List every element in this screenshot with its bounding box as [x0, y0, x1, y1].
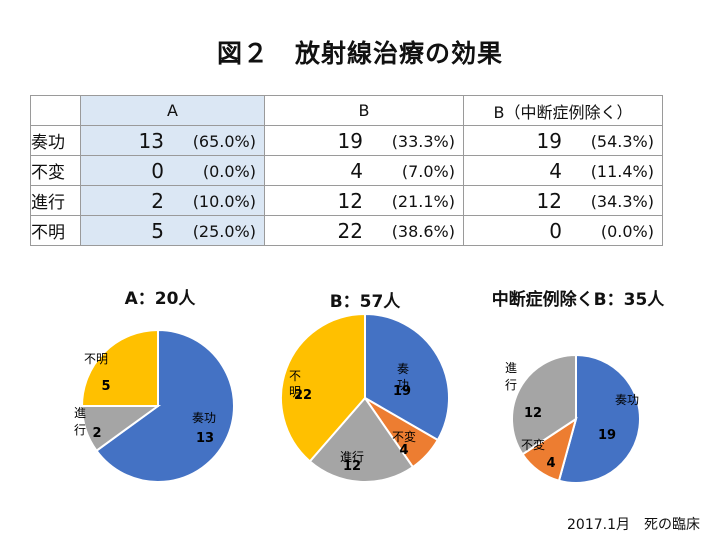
pie-slice-label: 進行	[340, 450, 364, 464]
count: 22	[337, 219, 363, 243]
pie-chart-a: 奏功 13 進行 2 不明 5	[74, 328, 235, 483]
header-corner	[30, 95, 81, 126]
pie-slice-1-2	[308, 396, 415, 483]
percent: (21.1%)	[391, 192, 455, 211]
pie-slice-value: 22	[294, 388, 312, 403]
count: 2	[151, 189, 164, 213]
cell-a: 0 (0.0%)	[80, 155, 265, 186]
pie-slice-label: 進	[505, 361, 517, 375]
cell-b-excl: 0 (0.0%)	[463, 215, 663, 246]
pie-slice-label: 不明	[84, 352, 108, 366]
row-label: 不明	[30, 215, 81, 246]
page-title: 図２ 放射線治療の効果	[216, 39, 503, 68]
count: 19	[536, 129, 562, 153]
pie-slice-label: 進	[74, 406, 86, 420]
cell-b-excl: 4 (11.4%)	[463, 155, 663, 186]
table-row: 不明 5 (25.0%) 22 (38.6%) 0 (0.0%)	[30, 215, 663, 246]
cell-b-excl: 19 (54.3%)	[463, 125, 663, 156]
percent: (38.6%)	[391, 222, 455, 241]
pie-slice-value: 5	[101, 379, 110, 394]
pie-slice-value: 2	[92, 426, 101, 441]
pie-slice-label: 行	[74, 423, 86, 437]
pie-chart-b-excl: 奏功 19 不変4 進行 12	[505, 353, 641, 484]
percent: (65.0%)	[192, 132, 256, 151]
table-row: 奏功 13 (65.0%) 19 (33.3%) 19 (54.3%)	[30, 125, 663, 156]
percent: (0.0%)	[600, 222, 654, 241]
count: 5	[151, 219, 164, 243]
pie-slice-2-0	[557, 353, 641, 484]
pie-a-title: A：20人	[124, 289, 196, 309]
pie-slice-label: 不変	[521, 437, 545, 452]
row-label: 不変	[30, 155, 81, 186]
pie-slice-0-2	[80, 328, 159, 407]
percent: (34.3%)	[590, 192, 654, 211]
count: 13	[138, 129, 164, 153]
pie-slice-value: 19	[598, 428, 616, 443]
pie-slice-label: 不変	[392, 429, 416, 444]
cell-b-excl: 12 (34.3%)	[463, 185, 663, 216]
pie-slice-label: 功	[397, 378, 409, 392]
count: 4	[549, 159, 562, 183]
pie-slice-1-3	[280, 312, 366, 463]
count: 12	[536, 189, 562, 213]
pie-slice-label: 奏功	[615, 393, 639, 407]
results-table: A B B（中断症例除く） 奏功 13 (65.0%) 19 (33.3%) 19(…	[30, 95, 663, 246]
count: 0	[549, 219, 562, 243]
cell-a: 13 (65.0%)	[80, 125, 265, 156]
percent: (54.3%)	[590, 132, 654, 151]
pie-slice-label: 行	[505, 378, 517, 392]
cell-b: 12 (21.1%)	[264, 185, 464, 216]
table-row: 不変 0 (0.0%) 4 (7.0%) 4 (11.4%)	[30, 155, 663, 186]
pie-slice-value: 4	[546, 456, 555, 471]
percent: (11.4%)	[590, 162, 654, 181]
count: 0	[151, 159, 164, 183]
cell-b: 19 (33.3%)	[264, 125, 464, 156]
pie-slice-0-0	[95, 328, 235, 483]
count: 19	[337, 129, 363, 153]
header-b: B	[264, 95, 464, 126]
pie-b-title: B：57人	[329, 292, 401, 312]
percent: (7.0%)	[401, 162, 455, 181]
pie-slice-label: 奏	[397, 362, 409, 376]
pie-slice-label: 明	[289, 385, 301, 399]
percent: (0.0%)	[202, 162, 256, 181]
footer-note: 2017.1月 死の臨床	[567, 517, 700, 533]
percent: (25.0%)	[192, 222, 256, 241]
pie-slice-value: 12	[524, 406, 542, 421]
header-b-excl: B（中断症例除く）	[463, 95, 663, 126]
pie-slice-value: 12	[343, 459, 361, 474]
pie-slice-value: 4	[399, 443, 408, 458]
cell-b: 22 (38.6%)	[264, 215, 464, 246]
pie-slice-label: 奏功	[192, 411, 216, 425]
table-row: 進行 2 (10.0%) 12 (21.1%) 12 (34.3%)	[30, 185, 663, 216]
count: 4	[350, 159, 363, 183]
percent: (10.0%)	[192, 192, 256, 211]
pie-slice-value: 19	[393, 384, 411, 399]
pie-b-excl-title: 中断症例除くB：35人	[491, 290, 665, 310]
pie-slice-2-2	[511, 353, 577, 456]
pie-slice-label: 不	[289, 369, 301, 383]
count: 12	[337, 189, 363, 213]
pie-slice-value: 13	[196, 431, 214, 446]
row-label: 進行	[30, 185, 81, 216]
percent: (33.3%)	[391, 132, 455, 151]
pie-slice-1-0	[364, 312, 450, 442]
